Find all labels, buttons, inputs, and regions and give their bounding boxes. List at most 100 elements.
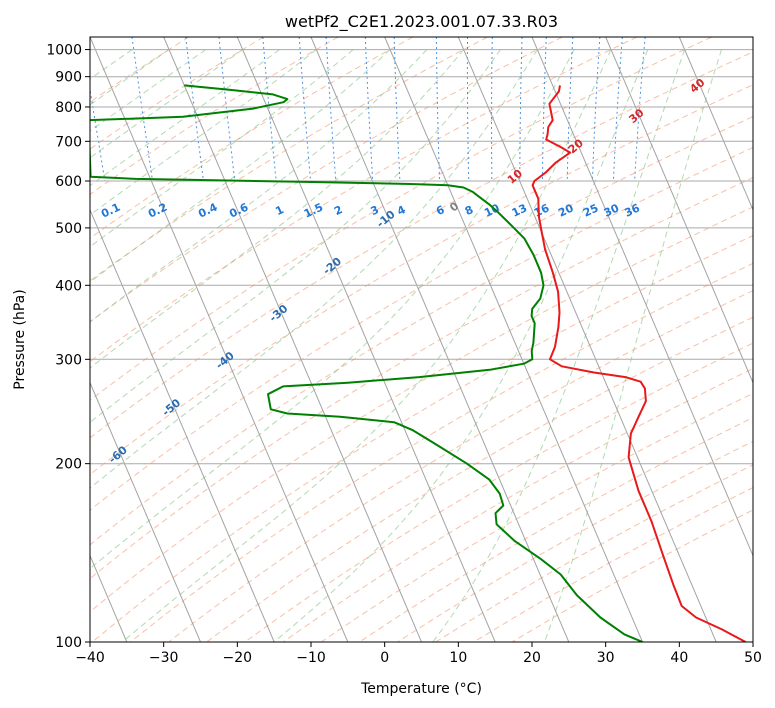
mixing-ratio-line <box>466 37 470 182</box>
moist-adiabat <box>90 49 575 570</box>
x-tick-label: 10 <box>449 650 467 666</box>
isotherm <box>310 37 570 642</box>
isotherm <box>457 37 717 642</box>
x-tick-label: −40 <box>75 650 105 666</box>
background-lines <box>90 37 753 642</box>
mixing-ratio-label: 4 <box>395 203 408 218</box>
isotherm <box>678 37 753 212</box>
dry-adiabat <box>244 342 753 642</box>
y-tick-label: 500 <box>55 221 82 237</box>
isotherm-label: 30 <box>627 106 647 126</box>
x-axis: −40 −30 −20 −10 0 10 20 30 40 50 <box>75 642 762 666</box>
isotherm-label: -30 <box>267 302 291 325</box>
moist-adiabat <box>90 49 280 187</box>
isotherm <box>163 37 422 642</box>
isotherm <box>90 37 349 642</box>
mixing-ratio-line <box>634 37 646 182</box>
y-tick-label: 100 <box>55 635 82 651</box>
y-tick-label: 200 <box>55 457 82 473</box>
chart-title: wetPf2_C2E1.2023.001.07.33.R03 <box>285 12 558 32</box>
temperature-line <box>531 85 747 642</box>
mixing-ratio-label: 1.5 <box>302 201 325 221</box>
mixing-ratio-line <box>566 37 574 182</box>
y-axis-label: Pressure (hPa) <box>12 289 28 389</box>
dry-adiabat <box>90 37 414 239</box>
line-labels: 0.10.20.40.611.52346810131620253036-100-… <box>0 76 708 560</box>
mixing-ratio-label: 30 <box>602 201 622 219</box>
mixing-ratio-label: 13 <box>510 202 529 220</box>
dry-adiabat <box>282 367 753 642</box>
y-tick-label: 300 <box>55 352 82 368</box>
mixing-ratio-line <box>393 37 401 182</box>
moist-adiabat <box>90 49 207 132</box>
x-tick-label: 40 <box>670 650 688 666</box>
moist-adiabat <box>90 49 501 424</box>
dry-adiabat <box>511 509 753 642</box>
x-tick-label: −30 <box>149 650 179 666</box>
isotherm <box>236 37 496 642</box>
plot-frame <box>89 36 754 643</box>
moist-adiabat <box>90 49 170 106</box>
dry-adiabat <box>90 37 488 282</box>
mixing-ratio-label: 25 <box>581 202 600 220</box>
isotherm-label: -20 <box>320 255 344 278</box>
mixing-ratio-line <box>218 37 236 182</box>
moist-adiabat <box>90 49 354 248</box>
isotherm-label: -40 <box>213 349 237 372</box>
isotherm <box>90 208 275 642</box>
moist-adiabat <box>273 49 649 642</box>
dry-adiabat <box>90 84 753 476</box>
y-tick-label: 800 <box>55 100 82 116</box>
dry-adiabat <box>90 37 190 103</box>
mixing-ratio-line <box>298 37 312 182</box>
isotherm-label: -70 <box>53 490 77 513</box>
x-tick-label: 50 <box>744 650 762 666</box>
isotherm <box>531 37 753 557</box>
dry-adiabat <box>168 290 753 642</box>
dry-adiabat <box>206 316 753 642</box>
mixing-ratio-line <box>591 37 601 182</box>
mixing-ratio-label: 10 <box>482 201 502 219</box>
isotherm-label: -80 <box>0 537 23 560</box>
moist-adiabat <box>90 49 391 283</box>
mixing-ratio-line <box>541 37 547 182</box>
moist-adiabat <box>90 49 465 369</box>
mixing-ratio-line <box>435 37 440 182</box>
y-tick-label: 1000 <box>46 43 82 59</box>
mixing-ratio-line <box>90 86 106 182</box>
dry-adiabat <box>90 37 563 323</box>
moist-adiabat <box>121 49 612 642</box>
x-tick-label: −20 <box>223 650 253 666</box>
x-tick-label: 20 <box>523 650 541 666</box>
y-tick-label: 400 <box>55 278 82 294</box>
dry-adiabat <box>90 177 753 580</box>
mixing-ratio-label: 36 <box>623 201 643 219</box>
y-tick-label: 700 <box>55 134 82 150</box>
mixing-ratio-line <box>262 37 277 182</box>
dry-adiabat <box>90 37 264 150</box>
mixing-ratio-label: 2 <box>332 203 344 218</box>
dry-adiabat <box>90 146 753 546</box>
mixing-ratio-line <box>612 37 623 182</box>
isotherm-label: -50 <box>160 396 184 419</box>
x-tick-label: −10 <box>296 650 326 666</box>
isotherm-label: 10 <box>505 167 525 187</box>
y-axis: 1000 900 800 700 600 500 400 300 200 100 <box>46 43 90 651</box>
mixing-ratio-label: 0.4 <box>196 200 219 220</box>
data-series <box>90 84 747 642</box>
mixing-ratio-label: 20 <box>556 201 576 219</box>
isotherm <box>605 37 753 384</box>
mixing-ratio-label: 1 <box>273 203 285 218</box>
moist-adiabat <box>543 49 722 642</box>
y-tick-label: 900 <box>55 70 82 86</box>
mixing-ratio-label: 0.6 <box>227 200 250 220</box>
dewpoint-line <box>90 84 643 642</box>
isotherm <box>90 381 201 642</box>
x-tick-label: 0 <box>380 650 389 666</box>
isotherm <box>752 37 753 39</box>
dry-adiabat <box>90 37 339 196</box>
mixing-ratio-line <box>325 37 337 182</box>
mixing-ratio-line <box>519 37 523 181</box>
moist-adiabat <box>90 49 538 489</box>
dry-adiabat <box>90 37 712 401</box>
